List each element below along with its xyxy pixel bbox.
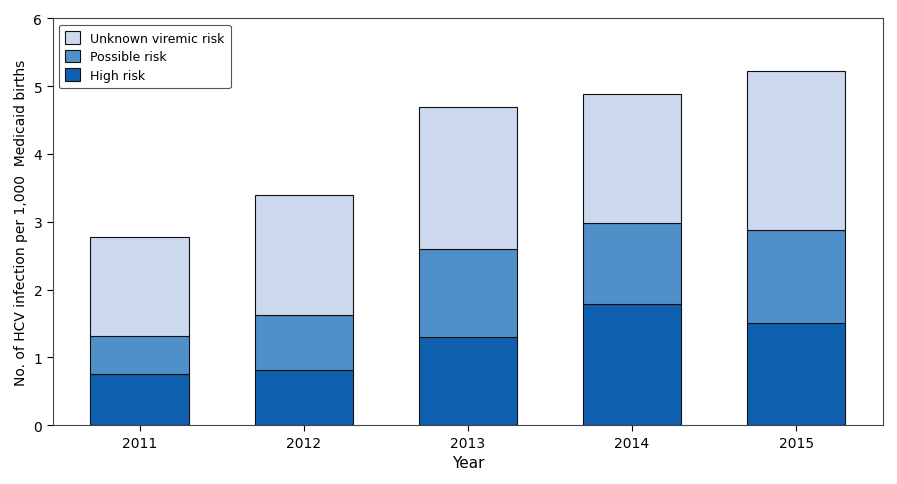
Bar	[91, 375, 189, 425]
Bar	[583, 224, 681, 305]
Bar	[747, 72, 845, 230]
Bar	[255, 370, 353, 425]
Bar	[583, 305, 681, 425]
Bar	[747, 324, 845, 425]
Bar	[747, 230, 845, 324]
Bar	[255, 195, 353, 316]
Bar	[255, 316, 353, 370]
Bar	[91, 336, 189, 375]
X-axis label: Year: Year	[452, 455, 484, 470]
Bar	[419, 107, 518, 249]
Bar	[91, 238, 189, 336]
Bar	[583, 95, 681, 224]
Legend: Unknown viremic risk, Possible risk, High risk: Unknown viremic risk, Possible risk, Hig…	[59, 26, 231, 89]
Bar	[419, 337, 518, 425]
Bar	[419, 249, 518, 337]
Y-axis label: No. of HCV infection per 1,000  Medicaid births: No. of HCV infection per 1,000 Medicaid …	[13, 60, 28, 385]
